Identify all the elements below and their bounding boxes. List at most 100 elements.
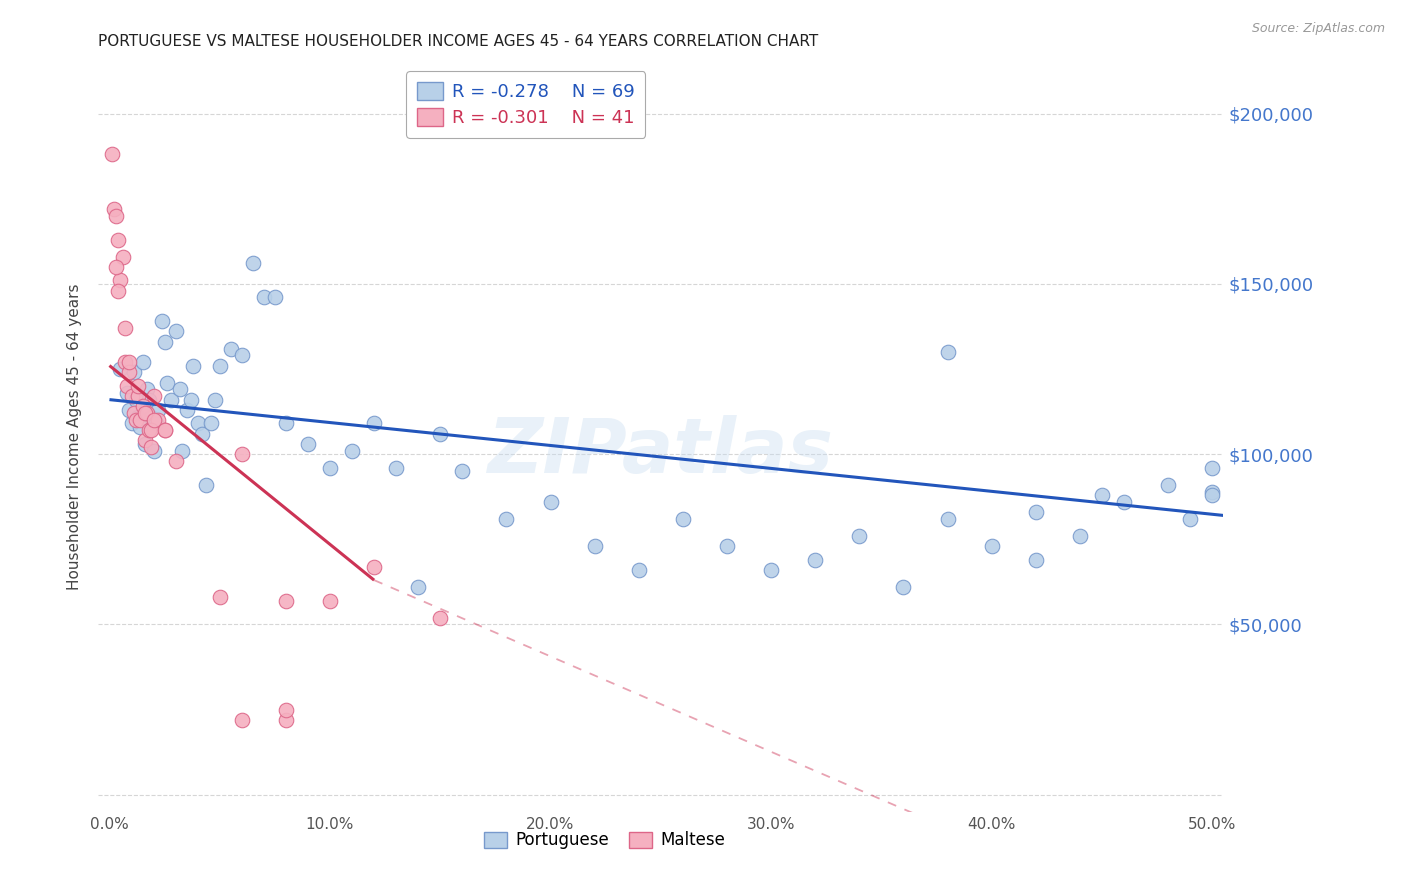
Point (274, 713, 297, 727)
Point (363, 559, 385, 574)
Point (131, 355, 153, 369)
Point (274, 702, 297, 716)
Point (231, 348, 253, 362)
Point (118, 355, 141, 369)
Point (115, 379, 138, 393)
Point (169, 383, 191, 397)
Point (208, 590, 231, 604)
Point (893, 580, 915, 594)
Point (429, 426, 451, 441)
Point (131, 400, 153, 414)
Point (495, 512, 517, 526)
Point (195, 477, 218, 491)
Point (136, 383, 159, 397)
Point (129, 420, 152, 434)
Point (180, 392, 202, 407)
Legend: Portuguese, Maltese: Portuguese, Maltese (477, 824, 733, 855)
Text: PORTUGUESE VS MALTESE HOUSEHOLDER INCOME AGES 45 - 64 YEARS CORRELATION CHART: PORTUGUESE VS MALTESE HOUSEHOLDER INCOME… (98, 34, 818, 49)
Point (297, 437, 319, 451)
Point (191, 426, 214, 441)
Point (1201, 484, 1223, 499)
Y-axis label: Householder Income Ages 45 - 64 years: Householder Income Ages 45 - 64 years (67, 284, 83, 591)
Point (105, 209, 128, 223)
Point (200, 417, 222, 431)
Point (156, 376, 179, 390)
Point (181, 359, 204, 373)
Point (141, 423, 163, 437)
Point (122, 365, 145, 379)
Point (153, 423, 176, 437)
Point (134, 437, 156, 451)
Point (1201, 460, 1223, 475)
Point (1091, 488, 1114, 502)
Point (429, 610, 451, 624)
Point (100, 147, 122, 161)
Point (1112, 495, 1135, 509)
Point (141, 409, 163, 424)
Point (160, 392, 183, 407)
Point (105, 260, 128, 274)
Point (759, 563, 782, 577)
Point (363, 417, 385, 431)
Point (146, 413, 169, 427)
Point (253, 290, 276, 304)
Point (110, 273, 132, 287)
Point (153, 423, 176, 437)
Point (118, 365, 141, 379)
Point (165, 325, 187, 339)
Point (219, 342, 242, 356)
Point (121, 389, 143, 403)
Point (319, 460, 342, 475)
Point (1157, 477, 1180, 491)
Point (111, 250, 134, 264)
Point (583, 539, 606, 553)
Point (125, 392, 148, 407)
Point (672, 512, 695, 526)
Point (627, 563, 650, 577)
Point (142, 389, 165, 403)
Point (153, 334, 176, 349)
Point (115, 385, 138, 400)
Point (114, 355, 136, 369)
Point (340, 443, 363, 458)
Point (1178, 512, 1201, 526)
Point (125, 413, 148, 427)
Point (319, 593, 342, 607)
Point (804, 552, 827, 566)
Point (1025, 552, 1047, 566)
Point (103, 202, 125, 216)
Point (1069, 529, 1091, 543)
Point (385, 460, 408, 475)
Point (406, 580, 429, 594)
Point (138, 392, 160, 407)
Point (274, 593, 297, 607)
Point (263, 290, 285, 304)
Text: ZIPatlas: ZIPatlas (488, 415, 834, 489)
Point (141, 440, 163, 454)
Point (187, 417, 209, 431)
Point (716, 539, 738, 553)
Point (274, 417, 297, 431)
Point (118, 402, 141, 417)
Point (936, 512, 959, 526)
Point (134, 406, 156, 420)
Point (136, 406, 159, 420)
Point (172, 443, 194, 458)
Point (146, 402, 169, 417)
Point (145, 417, 167, 431)
Point (936, 345, 959, 359)
Point (451, 464, 474, 478)
Point (204, 392, 226, 407)
Point (138, 423, 160, 437)
Point (107, 284, 129, 298)
Point (110, 362, 132, 376)
Point (980, 539, 1002, 553)
Point (134, 434, 156, 448)
Point (129, 413, 152, 427)
Point (208, 359, 231, 373)
Point (142, 443, 165, 458)
Point (121, 417, 143, 431)
Point (1201, 488, 1223, 502)
Text: Source: ZipAtlas.com: Source: ZipAtlas.com (1251, 22, 1385, 36)
Point (114, 321, 136, 335)
